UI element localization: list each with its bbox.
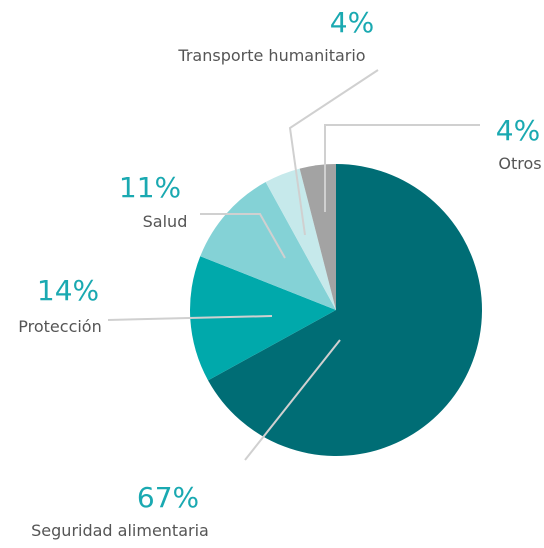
slice-value-label: 67% xyxy=(137,481,199,514)
leader-line xyxy=(200,213,286,259)
leader-line xyxy=(107,315,273,321)
slice-category-label: Transporte humanitario xyxy=(177,46,365,65)
slice-value-label: 4% xyxy=(330,6,374,39)
slice-value-label: 4% xyxy=(496,114,540,147)
pie-slice xyxy=(265,168,336,310)
slice-category-label: Seguridad alimentaria xyxy=(31,521,209,540)
slice-value-label: 14% xyxy=(37,274,99,307)
leader-line xyxy=(324,124,480,212)
pie-slice xyxy=(190,256,336,381)
leader-line xyxy=(244,339,341,461)
slice-category-label: Otros xyxy=(498,154,541,173)
slice-category-label: Protección xyxy=(18,317,101,336)
pie-slice xyxy=(299,164,336,310)
slice-category-label: Salud xyxy=(143,212,188,231)
leader-line xyxy=(288,69,379,236)
pie-slice xyxy=(208,164,483,456)
slice-value-label: 11% xyxy=(119,171,181,204)
